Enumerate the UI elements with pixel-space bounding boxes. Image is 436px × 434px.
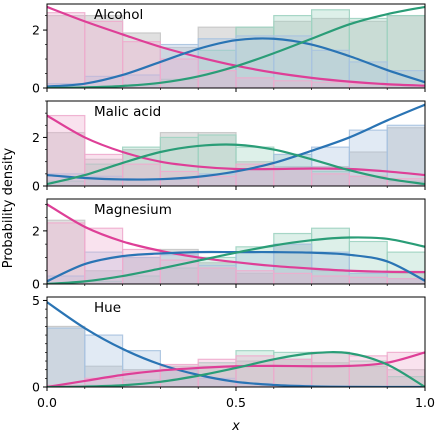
hist-bar-class1 xyxy=(273,80,313,88)
x-axis-label: x xyxy=(231,419,240,434)
density-curve-blue xyxy=(47,37,425,88)
density-curve-green xyxy=(47,5,425,88)
panel-magnesium: 0 2 Magnesium xyxy=(32,198,426,292)
hist-bar-class1 xyxy=(311,275,351,284)
hist-bar-class1 xyxy=(386,278,425,284)
panel-title: Alcohol xyxy=(94,7,143,23)
hist-bar-class2 xyxy=(273,35,313,88)
density-curve-pink xyxy=(47,351,425,387)
x-tick-label: 0.5 xyxy=(226,395,246,410)
density-curve-pink xyxy=(47,114,425,177)
hist-bar-class2 xyxy=(273,243,313,284)
hist-bar-class1 xyxy=(311,351,351,387)
panel-title: Malic acid xyxy=(94,104,161,120)
y-tick-label: 5 xyxy=(32,293,40,308)
panel-alcohol: 0 2 Alcohol xyxy=(32,3,426,96)
hist-bar-class1 xyxy=(197,267,237,284)
hist-bar-all xyxy=(273,243,313,284)
y-tick-label: 2 xyxy=(32,130,40,145)
hist-bar-class1 xyxy=(235,270,275,284)
hist-bar-class1 xyxy=(197,70,237,88)
hist-bar-class2 xyxy=(235,251,275,284)
hist-bar-class1 xyxy=(235,77,275,88)
y-tick-label: 0 xyxy=(32,81,40,96)
hist-bar-class1 xyxy=(47,222,86,284)
hist-bar-class1 xyxy=(348,355,388,387)
panel-hue: 0 5 0.0 0.5 1.0 Hue xyxy=(32,293,435,410)
hist-bar-class1 xyxy=(197,358,237,387)
x-tick-label: 0.0 xyxy=(37,395,57,410)
y-tick-label: 2 xyxy=(32,223,40,238)
density-curve-pink xyxy=(47,203,425,274)
hist-bar-all xyxy=(386,127,425,186)
hist-bar-class1 xyxy=(273,272,313,284)
density-curve-blue xyxy=(47,103,425,181)
hist-bar-class1 xyxy=(348,276,388,284)
y-tick-label: 2 xyxy=(32,23,40,38)
hist-bar-class2 xyxy=(386,124,425,186)
x-tick-label: 1.0 xyxy=(415,395,435,410)
y-tick-label: 0 xyxy=(32,380,40,395)
hist-bar-class1 xyxy=(273,168,313,186)
plot-area xyxy=(47,301,425,387)
plot-area xyxy=(47,203,425,284)
plot-area xyxy=(47,5,425,88)
hist-bar-class2 xyxy=(47,327,86,387)
density-curve-green xyxy=(47,143,425,186)
density-curve-green xyxy=(47,236,425,284)
hist-bar-class1 xyxy=(159,58,199,88)
hist-bar-class1 xyxy=(197,175,237,186)
y-tick-label: 0 xyxy=(32,179,40,194)
hist-bar-class1 xyxy=(311,173,351,186)
hist-bar-class1 xyxy=(311,81,351,88)
hist-bar-class1 xyxy=(273,358,313,387)
panel-title: Hue xyxy=(94,300,121,316)
panel-title: Magnesium xyxy=(94,202,172,218)
hist-bar-class2 xyxy=(311,251,351,284)
y-axis-label: Probability density xyxy=(1,147,16,268)
hist-bar-class1 xyxy=(121,163,161,186)
hist-bar-class1 xyxy=(47,12,86,88)
y-tick-label: 0 xyxy=(32,277,40,292)
hist-bar-class2 xyxy=(311,146,351,186)
density-curve-green xyxy=(47,351,425,387)
hist-bar-class2 xyxy=(235,35,275,88)
panel-malic-acid: 0 2 Malic acid xyxy=(32,100,426,194)
